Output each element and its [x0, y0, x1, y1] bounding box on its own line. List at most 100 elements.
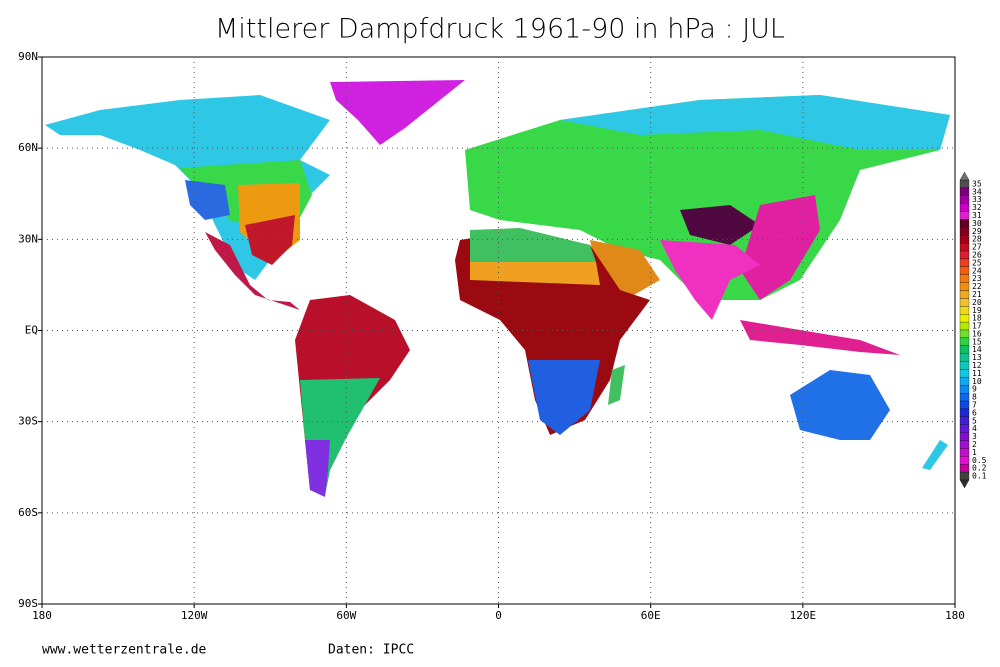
- colorbar-swatch: [959, 361, 970, 370]
- sahara: [470, 228, 596, 262]
- colorbar-label: 26: [972, 251, 982, 260]
- colorbar-label: 7: [972, 401, 977, 410]
- colorbar-swatch: [959, 400, 970, 410]
- colorbar-label: 34: [972, 187, 982, 196]
- colorbar-swatch: [959, 195, 970, 204]
- colorbar-label: 22: [972, 282, 982, 291]
- x-tick-label: 120W: [181, 609, 208, 622]
- colorbar-label: 23: [972, 274, 982, 283]
- colorbar-swatch: [959, 306, 970, 315]
- madagascar: [608, 365, 625, 405]
- colorbar-swatch: [959, 227, 970, 236]
- colorbar-swatch: [959, 219, 970, 228]
- y-tick-label: 90N: [18, 50, 38, 63]
- colorbar-swatch: [959, 385, 970, 394]
- na-west: [185, 180, 230, 220]
- x-tick-label: 60E: [641, 609, 661, 622]
- colorbar-swatch: [959, 377, 970, 386]
- colorbar-label: 3: [972, 432, 977, 441]
- colorbar-cap: [959, 479, 970, 489]
- colorbar-swatch: [959, 424, 970, 433]
- eurasia: [465, 95, 950, 300]
- colorbar-label: 4: [972, 424, 977, 433]
- colorbar-swatch: [959, 282, 970, 291]
- sa-tip: [305, 440, 330, 497]
- y-tick-label: 30N: [18, 232, 38, 245]
- colorbar-swatch: [959, 329, 970, 339]
- colorbar-label: 31: [972, 211, 982, 220]
- y-tick-label: EQ: [25, 324, 38, 337]
- colorbar-label: 6: [972, 408, 977, 417]
- y-tick-label: 60N: [18, 141, 38, 154]
- colorbar-swatch: [959, 235, 970, 244]
- y-tick-label: 60S: [18, 506, 38, 519]
- colorbar-label: 13: [972, 353, 982, 362]
- new-zealand: [922, 440, 948, 470]
- india: [660, 240, 760, 320]
- colorbar-label: 16: [972, 329, 982, 338]
- credit: Daten: IPCC: [328, 643, 414, 658]
- colorbar-label: 12: [972, 361, 982, 370]
- colorbar-swatch: [959, 179, 970, 189]
- colorbar-label: 0.2: [972, 464, 987, 473]
- colorbar-swatch: [959, 464, 970, 473]
- colorbar-label: 0.1: [972, 472, 987, 481]
- colorbar-label: 0.5: [972, 456, 987, 465]
- colorbar-swatch: [959, 369, 970, 378]
- x-tick-label: 180: [32, 609, 52, 622]
- y-tick-label: 30S: [18, 415, 38, 428]
- colorbar-label: 17: [972, 322, 982, 331]
- map-title: Mittlerer Dampfdruck 1961-90 in hPa : JU…: [215, 14, 785, 45]
- colorbar-swatch: [959, 393, 970, 402]
- colorbar-swatch: [959, 298, 970, 307]
- x-tick-label: 0: [495, 609, 502, 622]
- africa-south: [528, 360, 600, 435]
- colorbar-label: 21: [972, 290, 982, 299]
- colorbar-label: 29: [972, 227, 982, 236]
- colorbar-swatch: [959, 314, 970, 323]
- colorbar-label: 20: [972, 298, 982, 307]
- y-tick-label: 90S: [18, 597, 38, 610]
- colorbar-label: 18: [972, 314, 982, 323]
- tibet: [680, 205, 760, 245]
- na-gulf: [245, 215, 295, 265]
- colorbar-label: 1: [972, 448, 977, 457]
- eurasia-north: [560, 95, 950, 150]
- source: www.wetterzentrale.de: [42, 643, 207, 658]
- colorbar-swatch: [959, 266, 970, 275]
- colorbar-swatch: [959, 321, 970, 331]
- colorbar-label: 15: [972, 337, 982, 346]
- colorbar-swatch: [959, 337, 970, 346]
- colorbar-label: 11: [972, 369, 982, 378]
- colorbar-swatch: [959, 203, 970, 212]
- colorbar-label: 27: [972, 243, 982, 252]
- colorbar-label: 5: [972, 416, 977, 425]
- greenland: [330, 80, 465, 145]
- colorbar-label: 8: [972, 393, 977, 402]
- colorbar-swatch: [959, 440, 970, 449]
- colorbar-label: 2: [972, 440, 977, 449]
- x-tick-label: 120E: [790, 609, 817, 622]
- colorbar-label: 19: [972, 306, 982, 315]
- colorbar-label: 9: [972, 385, 977, 394]
- central-america: [205, 232, 300, 310]
- colorbar-swatch: [959, 353, 970, 362]
- colorbar-label: 33: [972, 195, 982, 204]
- x-tick-label: 60W: [336, 609, 356, 622]
- colorbar-swatch: [959, 471, 970, 481]
- colorbar-label: 25: [972, 258, 982, 267]
- colorbar-swatch: [959, 250, 970, 260]
- colorbar-label: 30: [972, 219, 982, 228]
- colorbar-label: 10: [972, 377, 982, 386]
- east-asia: [740, 195, 820, 300]
- indonesia: [740, 320, 900, 355]
- colorbar-swatch: [959, 290, 970, 299]
- colorbar-swatch: [959, 274, 970, 283]
- colorbar-label: 28: [972, 235, 982, 244]
- colorbar-label: 35: [972, 179, 982, 188]
- colorbar-label: 14: [972, 345, 982, 354]
- colorbar-swatch: [959, 345, 970, 354]
- x-tick-label: 180: [945, 609, 965, 622]
- land: [45, 80, 950, 497]
